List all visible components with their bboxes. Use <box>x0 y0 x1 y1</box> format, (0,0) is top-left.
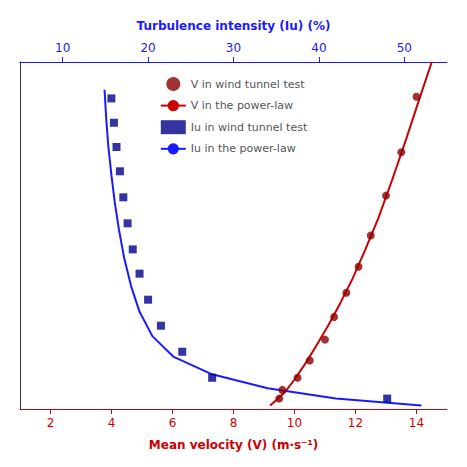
svg-text:2: 2 <box>47 416 55 430</box>
svg-text:4: 4 <box>108 416 116 430</box>
svg-text:10: 10 <box>55 41 70 55</box>
svg-text:8: 8 <box>230 416 238 430</box>
svg-text:V in the power-law: V in the power-law <box>191 99 293 112</box>
svg-text:Turbulence intensity (Iu) (%): Turbulence intensity (Iu) (%) <box>137 19 331 33</box>
svg-text:Iu in wind tunnel test: Iu in wind tunnel test <box>191 121 308 134</box>
svg-text:12: 12 <box>348 416 363 430</box>
svg-text:Mean velocity (V) (m·s⁻¹): Mean velocity (V) (m·s⁻¹) <box>149 438 318 452</box>
svg-text:40: 40 <box>311 41 326 55</box>
svg-text:50: 50 <box>397 41 412 55</box>
svg-text:6: 6 <box>169 416 177 430</box>
svg-text:10: 10 <box>287 416 302 430</box>
svg-text:V in wind tunnel test: V in wind tunnel test <box>191 78 305 91</box>
svg-text:20: 20 <box>140 41 155 55</box>
svg-text:30: 30 <box>226 41 241 55</box>
svg-text:Iu in the power-law: Iu in the power-law <box>191 142 296 155</box>
svg-text:14: 14 <box>409 416 424 430</box>
